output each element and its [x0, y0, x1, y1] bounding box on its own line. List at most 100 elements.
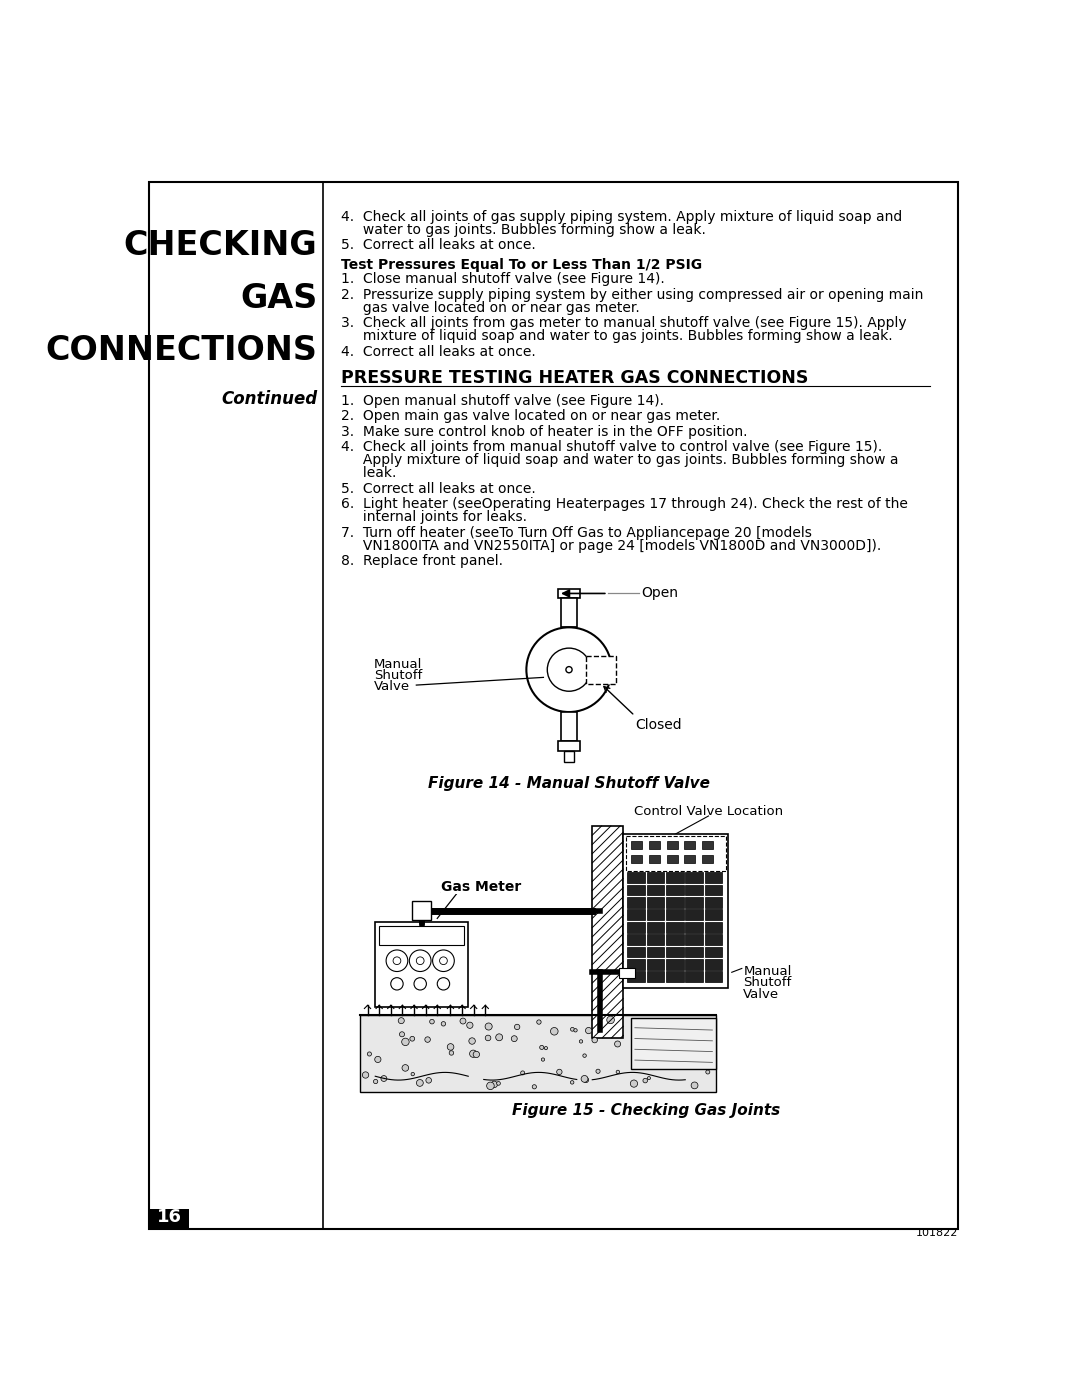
Bar: [647, 897, 664, 908]
Text: 8.  Replace front panel.: 8. Replace front panel.: [341, 555, 503, 569]
Circle shape: [532, 1084, 537, 1088]
Bar: [704, 971, 723, 982]
Circle shape: [653, 1039, 657, 1042]
Text: 5.  Correct all leaks at once.: 5. Correct all leaks at once.: [341, 482, 536, 496]
Circle shape: [496, 1034, 502, 1041]
Bar: [702, 855, 713, 863]
Circle shape: [551, 1028, 558, 1035]
Circle shape: [386, 950, 408, 971]
Circle shape: [460, 1018, 465, 1024]
Bar: [704, 909, 723, 921]
Circle shape: [367, 1052, 372, 1056]
Text: VN1800ITA and VN2550ITA] or page 24 [models VN1800D and VN3000D]).: VN1800ITA and VN2550ITA] or page 24 [mod…: [341, 539, 881, 553]
Circle shape: [514, 1024, 519, 1030]
Bar: [627, 935, 645, 946]
Bar: [379, 926, 464, 946]
Text: Figure 15 - Checking Gas Joints: Figure 15 - Checking Gas Joints: [512, 1104, 781, 1118]
Bar: [647, 884, 664, 895]
Text: Manual: Manual: [743, 964, 792, 978]
Bar: [666, 935, 684, 946]
Bar: [413, 901, 431, 921]
Circle shape: [473, 1052, 480, 1058]
Circle shape: [487, 1083, 495, 1090]
Bar: [627, 884, 645, 895]
Circle shape: [440, 957, 447, 964]
Bar: [666, 855, 677, 863]
Bar: [704, 897, 723, 908]
Bar: [619, 968, 635, 978]
Text: water to gas joints. Bubbles forming show a leak.: water to gas joints. Bubbles forming sho…: [341, 224, 706, 237]
Circle shape: [467, 1023, 473, 1028]
Bar: [666, 971, 684, 982]
Circle shape: [548, 648, 591, 692]
Bar: [666, 922, 684, 933]
Bar: [666, 897, 684, 908]
Circle shape: [541, 1058, 544, 1062]
Bar: [562, 598, 577, 627]
Text: Apply mixture of liquid soap and water to gas joints. Bubbles forming show a: Apply mixture of liquid soap and water t…: [341, 453, 899, 468]
Text: Figure 14 - Manual Shutoff Valve: Figure 14 - Manual Shutoff Valve: [428, 775, 710, 791]
Circle shape: [583, 1077, 589, 1083]
Text: Shutoff: Shutoff: [743, 977, 792, 989]
Circle shape: [381, 1076, 387, 1081]
Bar: [704, 947, 723, 957]
Circle shape: [491, 1081, 498, 1088]
Circle shape: [402, 1038, 409, 1045]
Circle shape: [647, 1077, 650, 1080]
Circle shape: [537, 1020, 541, 1024]
Text: Control Valve Location: Control Valve Location: [634, 805, 783, 819]
Text: GAS: GAS: [240, 282, 318, 314]
Bar: [704, 935, 723, 946]
Bar: [149, 1210, 189, 1229]
Circle shape: [556, 1069, 562, 1074]
Bar: [375, 922, 469, 1007]
Text: CONNECTIONS: CONNECTIONS: [45, 334, 318, 367]
Bar: [627, 947, 645, 957]
Bar: [649, 855, 660, 863]
Text: Manual: Manual: [374, 658, 422, 671]
Bar: [685, 897, 703, 908]
Text: Gas Meter: Gas Meter: [441, 880, 522, 894]
Circle shape: [399, 1017, 404, 1024]
Circle shape: [410, 1037, 415, 1041]
Circle shape: [416, 957, 424, 964]
Text: 1.  Close manual shutoff valve (see Figure 14).: 1. Close manual shutoff valve (see Figur…: [341, 272, 665, 286]
Text: 2.  Open main gas valve located on or near gas meter.: 2. Open main gas valve located on or nea…: [341, 409, 720, 423]
Bar: [360, 1014, 716, 1091]
Circle shape: [581, 1076, 588, 1083]
Bar: [704, 872, 723, 883]
Text: 5.  Correct all leaks at once.: 5. Correct all leaks at once.: [341, 239, 536, 253]
Text: 7.  Turn off heater (seeTo Turn Off Gas to Appliancepage 20 [models: 7. Turn off heater (seeTo Turn Off Gas t…: [341, 525, 812, 539]
Circle shape: [430, 1020, 434, 1024]
Bar: [627, 909, 645, 921]
Bar: [647, 909, 664, 921]
Circle shape: [540, 1045, 544, 1049]
Circle shape: [596, 1069, 600, 1073]
Bar: [685, 872, 703, 883]
Circle shape: [363, 1071, 368, 1078]
Circle shape: [570, 1027, 575, 1031]
Bar: [647, 935, 664, 946]
Circle shape: [485, 1035, 490, 1041]
Circle shape: [583, 1053, 586, 1058]
Text: 4.  Check all joints from manual shutoff valve to control valve (see Figure 15).: 4. Check all joints from manual shutoff …: [341, 440, 882, 454]
Circle shape: [652, 1031, 656, 1035]
Text: 1.  Open manual shutoff valve (see Figure 14).: 1. Open manual shutoff valve (see Figure…: [341, 394, 664, 408]
Bar: [623, 834, 728, 988]
Bar: [685, 971, 703, 982]
Bar: [649, 841, 660, 849]
Bar: [562, 712, 577, 742]
Bar: [647, 922, 664, 933]
Bar: [685, 958, 703, 970]
Circle shape: [607, 1016, 615, 1024]
Text: Shutoff: Shutoff: [374, 669, 422, 682]
Circle shape: [585, 1027, 592, 1034]
Text: 4.  Correct all leaks at once.: 4. Correct all leaks at once.: [341, 345, 536, 359]
Text: 16: 16: [157, 1207, 181, 1225]
Circle shape: [643, 1078, 648, 1083]
Text: CHECKING: CHECKING: [123, 229, 318, 263]
Text: Valve: Valve: [374, 680, 409, 693]
Bar: [685, 855, 696, 863]
Bar: [647, 958, 664, 970]
Bar: [627, 971, 645, 982]
